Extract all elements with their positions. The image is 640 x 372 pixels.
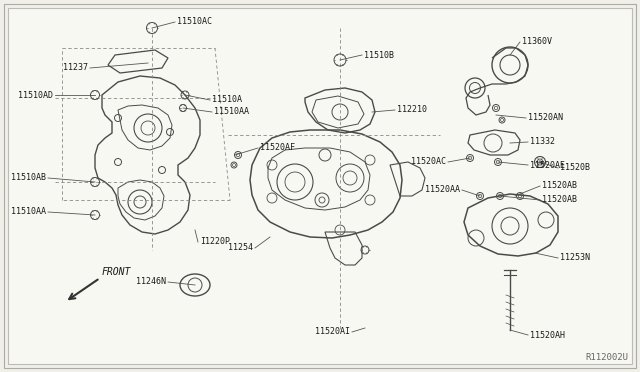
Text: I1220P: I1220P (200, 237, 230, 247)
Text: 11520AF: 11520AF (260, 144, 295, 153)
Text: 11246N: 11246N (136, 278, 166, 286)
Text: 11510AB: 11510AB (11, 173, 46, 183)
Text: 112210: 112210 (397, 106, 427, 115)
Text: 11510AA: 11510AA (11, 208, 46, 217)
Text: 11510AA: 11510AA (214, 108, 249, 116)
Text: 11520AE: 11520AE (530, 160, 565, 170)
Text: 11237: 11237 (63, 64, 88, 73)
Text: 11520AB: 11520AB (542, 182, 577, 190)
Text: 11360V: 11360V (522, 38, 552, 46)
Text: 11520AA: 11520AA (425, 186, 460, 195)
Text: 11520AH: 11520AH (530, 330, 565, 340)
Text: 11520B: 11520B (560, 164, 590, 173)
Text: 11332: 11332 (530, 138, 555, 147)
Text: 11510A: 11510A (212, 96, 242, 105)
Text: 11520AB: 11520AB (542, 196, 577, 205)
Text: 11253N: 11253N (560, 253, 590, 263)
Text: 11510AD: 11510AD (18, 90, 53, 99)
Text: 11520AN: 11520AN (528, 113, 563, 122)
Text: R112002U: R112002U (585, 353, 628, 362)
Text: 11510AC: 11510AC (177, 17, 212, 26)
Text: 11254: 11254 (228, 244, 253, 253)
Text: FRONT: FRONT (102, 267, 131, 277)
Text: 11520AC: 11520AC (411, 157, 446, 167)
Text: 11510B: 11510B (364, 51, 394, 60)
Text: 11520AI: 11520AI (315, 327, 350, 337)
